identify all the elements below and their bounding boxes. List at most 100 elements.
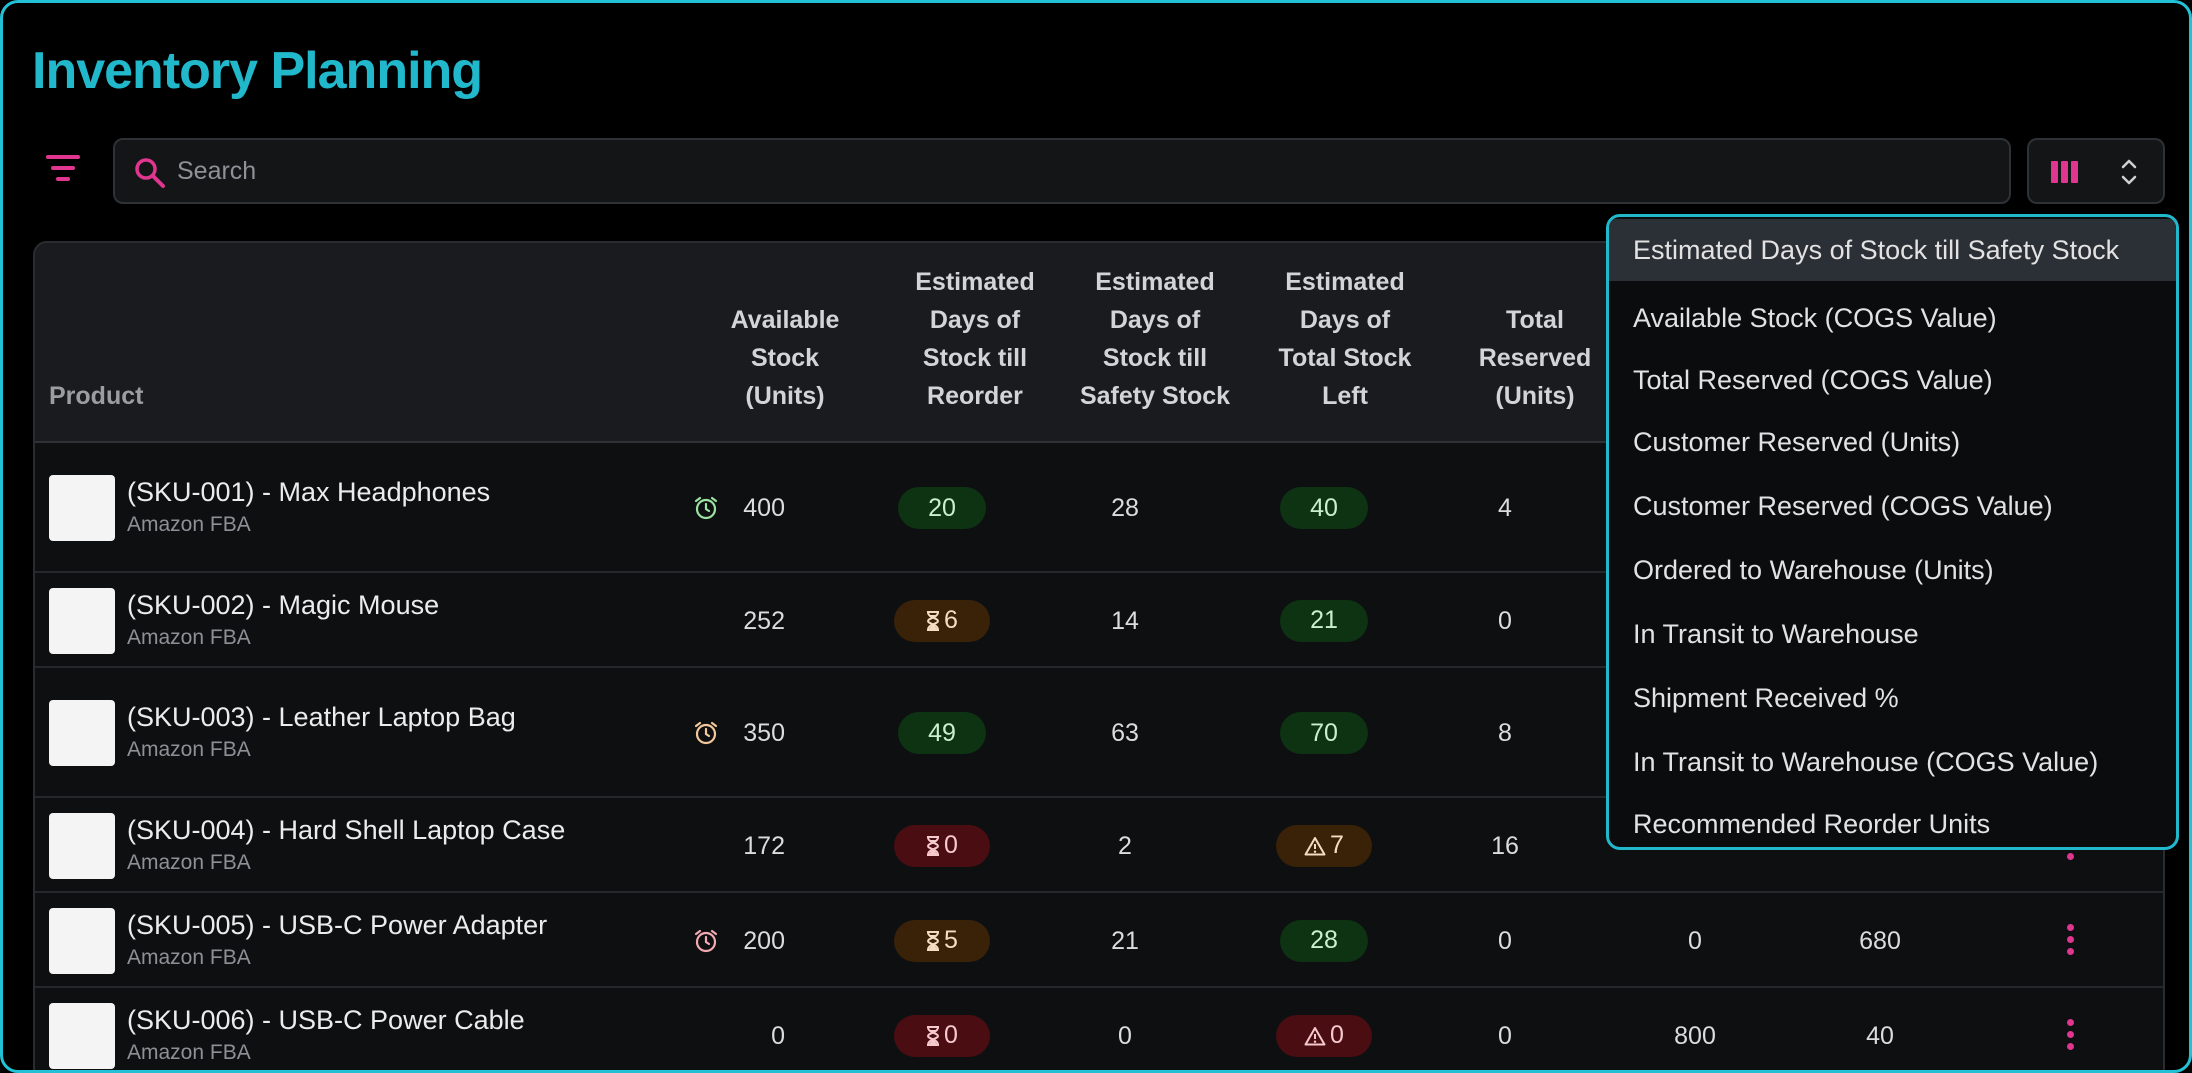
product-channel: Amazon FBA <box>127 1040 251 1064</box>
total-days-badge: 0 <box>1276 1014 1372 1057</box>
header-line: Estimated <box>1285 268 1405 296</box>
header-line: Estimated <box>1095 268 1215 296</box>
available-stock-value: 400 <box>743 494 785 522</box>
column-header-days-reorder[interactable]: Estimated Days of Stock till Reorder <box>865 243 1085 443</box>
available-stock-value: 0 <box>771 1021 785 1050</box>
product-channel: Amazon FBA <box>127 850 251 874</box>
hourglass-icon <box>927 930 940 951</box>
column-menu-item[interactable]: Total Reserved (COGS Value) <box>1633 364 1993 395</box>
safety-days-value: 21 <box>1111 926 1139 955</box>
product-thumbnail <box>49 587 115 654</box>
product-name[interactable]: (SKU-001) - Max Headphones <box>127 477 491 507</box>
column-menu-item[interactable]: In Transit to Warehouse <box>1633 618 1919 649</box>
warning-triangle-icon <box>1304 836 1326 855</box>
hourglass-icon <box>927 1025 940 1046</box>
ordered-units-value: 800 <box>1674 1021 1716 1050</box>
available-stock-value: 350 <box>743 719 785 747</box>
column-menu-item[interactable]: Ordered to Warehouse (Units) <box>1633 554 1994 585</box>
total-days-badge: 40 <box>1280 487 1368 529</box>
column-header-total-reserved[interactable]: Total Reserved (Units) <box>1425 243 1645 443</box>
alarm-clock-icon <box>694 496 718 520</box>
table-row[interactable]: (SKU-005) - USB-C Power Adapter Amazon FB… <box>35 893 2163 988</box>
column-menu-item[interactable]: In Transit to Warehouse (COGS Value) <box>1633 746 2099 777</box>
column-menu-item[interactable]: Shipment Received % <box>1633 682 1899 713</box>
product-name[interactable]: (SKU-003) - Leather Laptop Bag <box>127 702 516 732</box>
total-days-value: 40 <box>1310 493 1338 522</box>
reorder-days-badge: 6 <box>894 599 990 642</box>
reorder-days-badge: 5 <box>894 919 990 962</box>
column-selector-button[interactable] <box>2027 138 2165 204</box>
column-menu-item[interactable]: Estimated Days of Stock till Safety Stoc… <box>1609 219 2176 281</box>
product-channel: Amazon FBA <box>127 513 251 536</box>
header-line: Left <box>1322 382 1368 410</box>
search-input[interactable] <box>177 140 1977 202</box>
total-reserved-value: 8 <box>1498 719 1512 747</box>
column-header-product[interactable]: Product <box>49 382 144 410</box>
product-thumbnail <box>49 475 115 541</box>
reorder-days-badge: 0 <box>894 1014 990 1057</box>
column-menu-item[interactable]: Customer Reserved (Units) <box>1633 426 1961 457</box>
product-name[interactable]: (SKU-006) - USB-C Power Cable <box>127 1004 525 1035</box>
header-line: Safety Stock <box>1079 382 1231 410</box>
product-name[interactable]: (SKU-002) - Magic Mouse <box>127 589 440 620</box>
columns-icon <box>2051 161 2079 183</box>
ordered-units-value: 0 <box>1688 926 1702 955</box>
alarm-clock-icon <box>694 721 718 745</box>
total-reserved-value: 0 <box>1498 1021 1512 1050</box>
reorder-days-value: 6 <box>944 606 958 634</box>
header-line: Stock till <box>1102 344 1208 372</box>
reorder-days-badge: 49 <box>898 712 986 754</box>
product-channel: Amazon FBA <box>127 738 251 761</box>
reorder-days-badge: 0 <box>894 824 990 867</box>
total-days-value: 0 <box>1330 1021 1344 1049</box>
table-row[interactable]: (SKU-006) - USB-C Power Cable Amazon FBA 0… <box>35 988 2163 1070</box>
total-days-badge: 21 <box>1280 599 1368 642</box>
reorder-days-value: 5 <box>944 926 958 954</box>
column-header-available-stock[interactable]: Available Stock (Units) <box>675 243 895 443</box>
product-thumbnail <box>49 907 115 974</box>
column-options-menu: Estimated Days of Stock till Safety Stoc… <box>1606 214 2179 850</box>
column-menu-item[interactable]: Available Stock (COGS Value) <box>1633 302 1997 333</box>
total-days-value: 70 <box>1310 718 1338 747</box>
search-bar <box>113 138 2011 204</box>
page-title: Inventory Planning <box>32 42 483 100</box>
product-thumbnail <box>49 812 115 879</box>
filter-icon[interactable] <box>43 155 83 189</box>
column-menu-item[interactable]: Recommended Reorder Units <box>1633 808 1991 839</box>
product-thumbnail <box>49 700 115 766</box>
total-reserved-value: 0 <box>1498 926 1512 955</box>
kebab-menu-icon[interactable] <box>2065 1018 2075 1053</box>
header-line: Estimated <box>915 268 1035 296</box>
header-line: Stock <box>750 344 820 372</box>
in-transit-value: 680 <box>1859 926 1901 955</box>
product-thumbnail <box>49 1002 115 1069</box>
alarm-clock-icon <box>694 929 718 952</box>
total-reserved-value: 4 <box>1498 494 1512 522</box>
reorder-days-value: 20 <box>928 493 956 522</box>
header-line: Reorder <box>927 382 1023 410</box>
table-row[interactable]: (SKU-004) - Hard Shell Laptop Case Amazon… <box>35 798 2163 893</box>
kebab-menu-icon[interactable] <box>2065 923 2075 958</box>
warning-triangle-icon <box>1304 1026 1326 1045</box>
column-header-days-total[interactable]: Estimated Days of Total Stock Left <box>1235 243 1455 443</box>
total-days-badge: 7 <box>1276 824 1372 867</box>
chevron-up-down-icon <box>2121 159 2137 185</box>
reorder-days-value: 0 <box>944 1021 958 1049</box>
header-line: Total Stock <box>1278 344 1412 372</box>
product-name[interactable]: (SKU-005) - USB-C Power Adapter <box>127 909 548 940</box>
table-row[interactable]: (SKU-001) - Max Headphones Amazon FBA 400… <box>35 443 2163 573</box>
reorder-days-value: 0 <box>944 831 958 859</box>
table-row[interactable]: (SKU-003) - Leather Laptop Bag Amazon FBA… <box>35 668 2163 798</box>
header-line: Days of <box>1109 306 1201 334</box>
column-menu-item[interactable]: Customer Reserved (COGS Value) <box>1633 490 2053 521</box>
product-name[interactable]: (SKU-004) - Hard Shell Laptop Case <box>127 814 566 845</box>
table-row[interactable]: (SKU-002) - Magic Mouse Amazon FBA 252 6 14 2… <box>35 573 2163 668</box>
available-stock-value: 252 <box>743 606 785 635</box>
total-days-value: 28 <box>1310 926 1338 954</box>
column-header-days-safety[interactable]: Estimated Days of Stock till Safety Stock <box>1045 243 1265 443</box>
header-line: Days of <box>929 306 1021 334</box>
total-days-badge: 70 <box>1280 712 1368 754</box>
total-days-badge: 28 <box>1280 919 1368 962</box>
hourglass-icon <box>927 610 940 631</box>
